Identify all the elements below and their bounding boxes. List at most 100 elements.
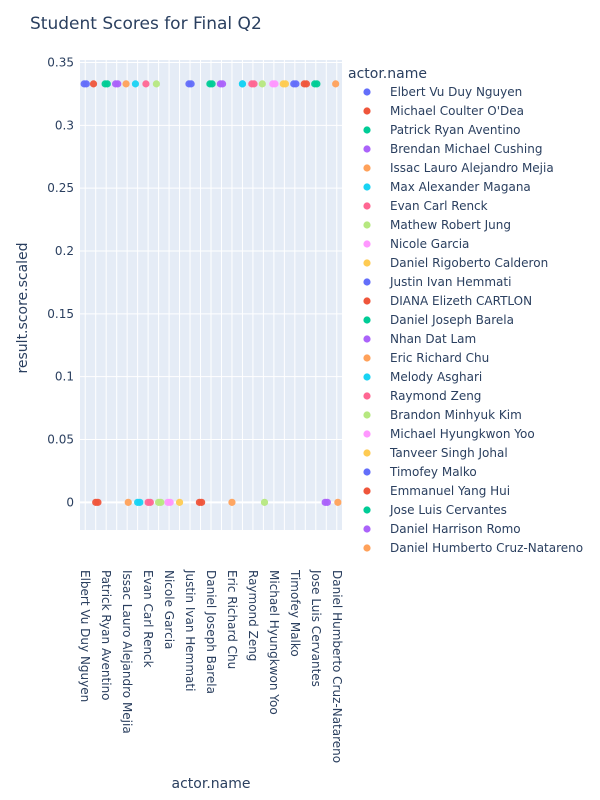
legend-item[interactable]: Jose Luis Cervantes: [363, 503, 507, 517]
legend-marker: [363, 221, 371, 229]
legend-marker: [363, 373, 371, 381]
data-point: [281, 80, 290, 88]
legend-label: Nhan Dat Lam: [390, 332, 476, 346]
x-tick-label: Daniel Humberto Cruz-Natareno: [330, 570, 344, 763]
data-point: [175, 498, 184, 506]
data-point: [271, 80, 279, 88]
legend-label: Max Alexander Magana: [390, 180, 531, 194]
legend-item[interactable]: Daniel Harrison Romo: [363, 522, 521, 536]
legend-marker: [363, 506, 371, 514]
legend-label: Evan Carl Renck: [390, 199, 488, 213]
legend-label: Jose Luis Cervantes: [389, 503, 507, 517]
legend-item[interactable]: Justin Ivan Hemmati: [363, 275, 511, 289]
data-point: [218, 80, 227, 88]
x-tick-label: Nicole Garcia: [162, 570, 176, 649]
legend-marker: [363, 202, 371, 210]
legend-label: Emmanuel Yang Hui: [390, 484, 510, 498]
legend-item[interactable]: Nicole Garcia: [363, 237, 469, 251]
data-point: [142, 80, 150, 88]
legend-item[interactable]: Raymond Zeng: [363, 389, 481, 403]
legend-item[interactable]: Eric Richard Chu: [363, 351, 489, 365]
legend-marker: [363, 544, 371, 552]
y-tick-labels: 0 0.05 0.1 0.15 0.2 0.25 0.3 0.35: [47, 56, 74, 510]
legend-item[interactable]: Patrick Ryan Aventino: [363, 123, 521, 137]
data-points: [80, 80, 342, 506]
x-tick-label: Michael Hyungkwon Yoo: [267, 570, 281, 715]
data-point: [208, 80, 216, 88]
legend-marker: [363, 430, 371, 438]
legend-label: Brendan Michael Cushing: [390, 142, 542, 156]
legend-item[interactable]: Tanveer Singh Johal: [363, 446, 508, 460]
legend-marker: [363, 297, 371, 305]
legend-item[interactable]: Emmanuel Yang Hui: [363, 484, 510, 498]
legend-item[interactable]: Elbert Vu Duy Nguyen: [363, 85, 522, 99]
x-tick-label: Justin Ivan Hemmati: [183, 569, 197, 691]
data-point: [131, 80, 140, 88]
data-point: [82, 80, 90, 88]
legend-item[interactable]: Melody Asghari: [363, 370, 482, 384]
legend-marker: [363, 107, 371, 115]
legend-label: Tanveer Singh Johal: [389, 446, 508, 460]
legend-item[interactable]: Nhan Dat Lam: [363, 332, 476, 346]
legend-label: Michael Coulter O'Dea: [390, 104, 524, 118]
x-tick-label: Patrick Ryan Aventino: [99, 570, 113, 701]
x-tick-label: Timofey Malko: [288, 569, 302, 657]
data-point: [238, 80, 247, 88]
legend-label: Raymond Zeng: [390, 389, 481, 403]
legend-marker: [363, 278, 371, 286]
legend-label: Timofey Malko: [389, 465, 477, 479]
y-tick-label: 0.35: [47, 56, 74, 70]
legend-label: Brandon Minhyuk Kim: [390, 408, 522, 422]
legend-label: Patrick Ryan Aventino: [390, 123, 521, 137]
y-tick-label: 0.15: [47, 307, 74, 321]
legend-item[interactable]: Evan Carl Renck: [363, 199, 488, 213]
data-point: [260, 498, 269, 506]
legend-marker: [363, 126, 371, 134]
legend-marker: [363, 145, 371, 153]
y-tick-label: 0: [66, 495, 74, 509]
legend-item[interactable]: Daniel Joseph Barela: [363, 313, 514, 327]
x-tick-label: Elbert Vu Duy Nguyen: [78, 570, 92, 702]
legend-label: Michael Hyungkwon Yoo: [390, 427, 535, 441]
data-point: [136, 498, 144, 506]
legend-marker: [363, 259, 371, 267]
x-tick-label: Raymond Zeng: [246, 570, 260, 661]
legend-item[interactable]: Daniel Humberto Cruz-Natareno: [363, 541, 583, 555]
y-tick-label: 0.25: [47, 181, 74, 195]
legend-item[interactable]: DIANA Elizeth CARTLON: [363, 294, 532, 308]
x-tick-labels: Elbert Vu Duy Nguyen Patrick Ryan Aventin…: [78, 569, 344, 763]
y-axis-title: result.score.scaled: [15, 242, 31, 373]
legend-marker: [363, 468, 371, 476]
data-point: [332, 80, 340, 88]
data-point: [122, 80, 130, 88]
legend-item[interactable]: Michael Hyungkwon Yoo: [363, 427, 535, 441]
legend-label: Daniel Humberto Cruz-Natareno: [390, 541, 583, 555]
legend-label: Daniel Rigoberto Calderon: [390, 256, 548, 270]
data-point: [313, 80, 321, 88]
data-point: [187, 80, 195, 88]
legend-label: Eric Richard Chu: [390, 351, 489, 365]
y-tick-label: 0.1: [55, 370, 74, 384]
legend-item[interactable]: Brendan Michael Cushing: [363, 142, 542, 156]
y-tick-label: 0.05: [47, 433, 74, 447]
x-tick-label: Jose Luis Cervantes: [309, 569, 323, 687]
legend-marker: [363, 392, 371, 400]
legend-marker: [363, 354, 371, 362]
y-tick-label: 0.2: [55, 244, 74, 258]
legend-item[interactable]: Mathew Robert Jung: [363, 218, 511, 232]
y-tick-label: 0.3: [55, 118, 74, 132]
legend-item[interactable]: Brandon Minhyuk Kim: [363, 408, 522, 422]
legend-marker: [363, 487, 371, 495]
chart-title: Student Scores for Final Q2: [30, 14, 262, 34]
data-point: [146, 498, 154, 506]
data-point: [323, 498, 331, 506]
legend-item[interactable]: Timofey Malko: [363, 465, 477, 479]
data-point: [250, 80, 258, 88]
legend-item[interactable]: Michael Coulter O'Dea: [363, 104, 524, 118]
legend-item[interactable]: Daniel Rigoberto Calderon: [363, 256, 548, 270]
legend-item[interactable]: Max Alexander Magana: [363, 180, 531, 194]
x-axis-title: actor.name: [172, 776, 251, 792]
data-point: [114, 80, 122, 88]
legend-item[interactable]: Issac Lauro Alejandro Mejia: [363, 161, 554, 175]
